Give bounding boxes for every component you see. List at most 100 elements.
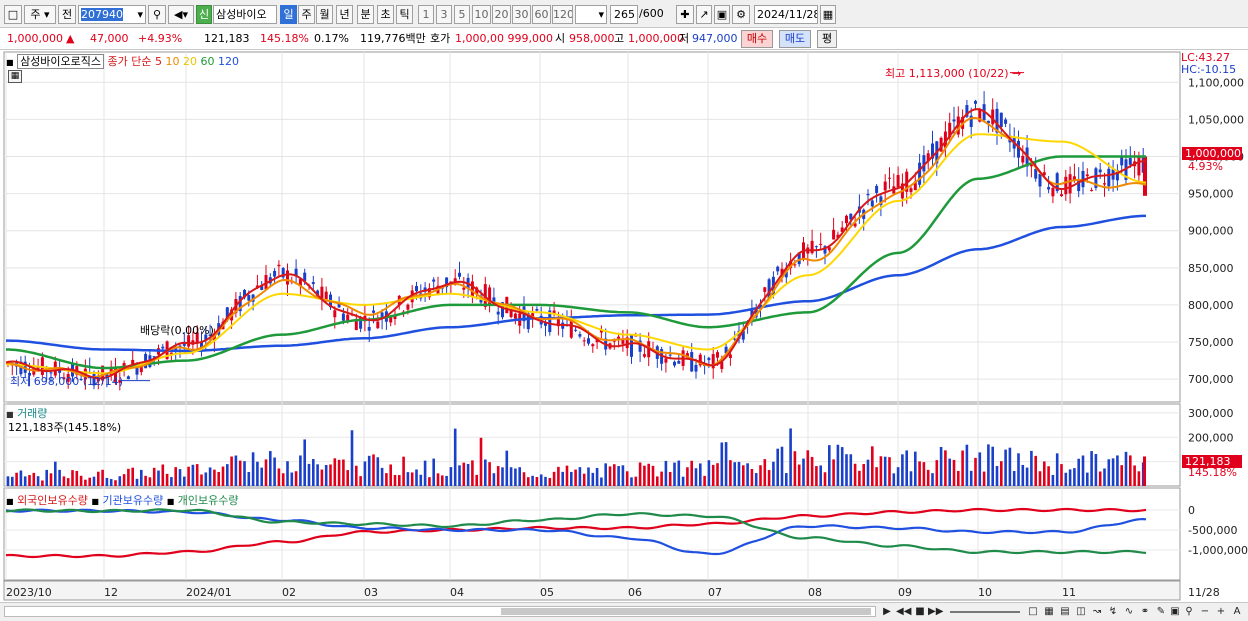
volume-bar xyxy=(785,473,788,486)
volume-bar xyxy=(871,446,874,486)
zoom-slider[interactable] xyxy=(950,611,1020,613)
split-icon[interactable]: ◫ xyxy=(1076,606,1086,617)
volume-bar xyxy=(140,469,143,486)
chevron-down-icon[interactable]: ▾ xyxy=(598,8,604,21)
volume-bar xyxy=(776,448,779,486)
candle-body xyxy=(918,162,922,185)
candle-body xyxy=(131,359,135,367)
candle-body xyxy=(389,317,393,323)
candle-body xyxy=(135,365,139,375)
interval-1[interactable]: 1 xyxy=(418,5,434,24)
interval-60[interactable]: 60 xyxy=(532,5,551,24)
volume-bar xyxy=(15,472,18,486)
volume-bar xyxy=(531,475,534,486)
tab-second[interactable]: 초 xyxy=(377,5,394,24)
draw-icon[interactable]: ↗ xyxy=(696,5,712,24)
table-icon[interactable]: ▤ xyxy=(1060,606,1070,617)
trend-icon[interactable]: ↝ xyxy=(1092,606,1102,617)
candle-body xyxy=(617,336,621,341)
interval-3[interactable]: 3 xyxy=(436,5,452,24)
interval-30[interactable]: 30 xyxy=(512,5,531,24)
volume-bar xyxy=(969,470,973,486)
candle-body xyxy=(866,193,870,196)
volume-bar xyxy=(131,467,134,486)
text-tool-icon[interactable]: A xyxy=(1233,606,1241,617)
scroll-thumb[interactable] xyxy=(501,608,871,615)
candle-body xyxy=(316,290,320,296)
tab-week[interactable]: 주 xyxy=(298,5,315,24)
volume-bar xyxy=(41,480,44,486)
candle-body xyxy=(986,120,990,124)
candle-body xyxy=(28,372,31,376)
volume-bar xyxy=(23,476,27,486)
search-icon[interactable]: ⚲ xyxy=(148,5,166,24)
volume-bar xyxy=(690,460,693,486)
rewind-icon[interactable]: ◀◀ xyxy=(896,606,912,617)
crosshair-icon[interactable]: ✚ xyxy=(676,5,694,24)
candle-body xyxy=(978,109,982,122)
chart-area[interactable]: 2023/10 12 2024/01 02 03 04 05 06 07 08 09 10 11 11/2… xyxy=(0,50,1248,602)
buy-button[interactable]: 매수 xyxy=(741,30,773,48)
tab-minute[interactable]: 분 xyxy=(357,5,374,24)
volume-bar xyxy=(458,465,461,486)
scroll-right-icon[interactable]: ▶ xyxy=(883,606,891,617)
date-input[interactable]: 2024/11/28 xyxy=(754,5,818,24)
play-icon[interactable]: ▶▶ xyxy=(928,606,944,617)
volume-bar xyxy=(264,459,268,486)
volume-bar xyxy=(178,469,182,486)
legend-stock-name[interactable]: 삼성바이오로직스 xyxy=(17,54,105,69)
grid-icon[interactable]: ▦ xyxy=(8,70,22,83)
link-icon[interactable]: ⚭ xyxy=(1140,606,1150,617)
stock-code-input[interactable]: 207940 ▾ xyxy=(78,5,146,24)
volume-bar xyxy=(71,470,74,486)
scroll-track[interactable] xyxy=(4,606,876,617)
volume-bar xyxy=(393,474,397,486)
ma-line-60 xyxy=(6,155,1146,370)
eval-button[interactable]: 평 xyxy=(817,30,837,48)
volume-bar xyxy=(350,430,354,486)
zoom-in-icon[interactable]: + xyxy=(1216,606,1226,617)
low-label: 저 xyxy=(679,32,690,45)
count-input[interactable]: 265 xyxy=(610,5,638,24)
interval-20[interactable]: 20 xyxy=(492,5,511,24)
interval-custom-input[interactable]: ▾ xyxy=(575,5,607,24)
candle-body xyxy=(943,131,947,148)
candle-body xyxy=(707,357,711,361)
grid-layout-icon[interactable]: ▦ xyxy=(1044,606,1054,617)
interval-10[interactable]: 10 xyxy=(472,5,491,24)
tab-day[interactable]: 일 xyxy=(280,5,297,24)
zoom-out-icon[interactable]: − xyxy=(1200,606,1210,617)
calendar-icon[interactable]: ▦ xyxy=(820,5,836,24)
sell-button[interactable]: 매도 xyxy=(779,30,811,48)
prev-button[interactable]: 전 xyxy=(58,5,76,24)
tab-tick[interactable]: 틱 xyxy=(396,5,413,24)
tab-month[interactable]: 월 xyxy=(316,5,333,24)
candle-body xyxy=(784,271,788,278)
zoom-icon[interactable]: ⚲ xyxy=(1185,606,1193,617)
window-icon[interactable]: □ xyxy=(4,5,22,24)
volume-bar xyxy=(410,472,414,486)
chart-canvas[interactable]: 2023/10 12 2024/01 02 03 04 05 06 07 08 09 10 11 11/2… xyxy=(0,50,1248,602)
tab-year[interactable]: 년 xyxy=(336,5,353,24)
volume-bar xyxy=(19,470,23,486)
candle-body xyxy=(556,318,560,327)
volume-bar xyxy=(406,472,410,486)
image-icon[interactable]: ▣ xyxy=(1170,606,1180,617)
interval-5[interactable]: 5 xyxy=(454,5,470,24)
stop-icon[interactable]: ■ xyxy=(915,606,925,617)
panel-icon[interactable]: □ xyxy=(1028,606,1038,617)
candle-body xyxy=(114,367,117,382)
turnover-rate: 0.17% xyxy=(314,32,349,45)
candle-body xyxy=(1064,176,1068,195)
volume-bar xyxy=(256,461,259,486)
gear-icon[interactable]: ⚙ xyxy=(732,5,750,24)
save-icon[interactable]: ▣ xyxy=(714,5,730,24)
chevron-down-icon[interactable]: ▾ xyxy=(137,8,143,21)
candle-body xyxy=(974,100,977,104)
interval-120[interactable]: 120 xyxy=(552,5,573,24)
period-select[interactable]: 주 ▾ xyxy=(24,5,56,24)
edit-icon[interactable]: ✎ xyxy=(1156,606,1166,617)
fork-icon[interactable]: ↯ xyxy=(1108,606,1118,617)
wave-icon[interactable]: ∿ xyxy=(1124,606,1134,617)
speaker-icon[interactable]: ◀▾ xyxy=(168,5,194,24)
